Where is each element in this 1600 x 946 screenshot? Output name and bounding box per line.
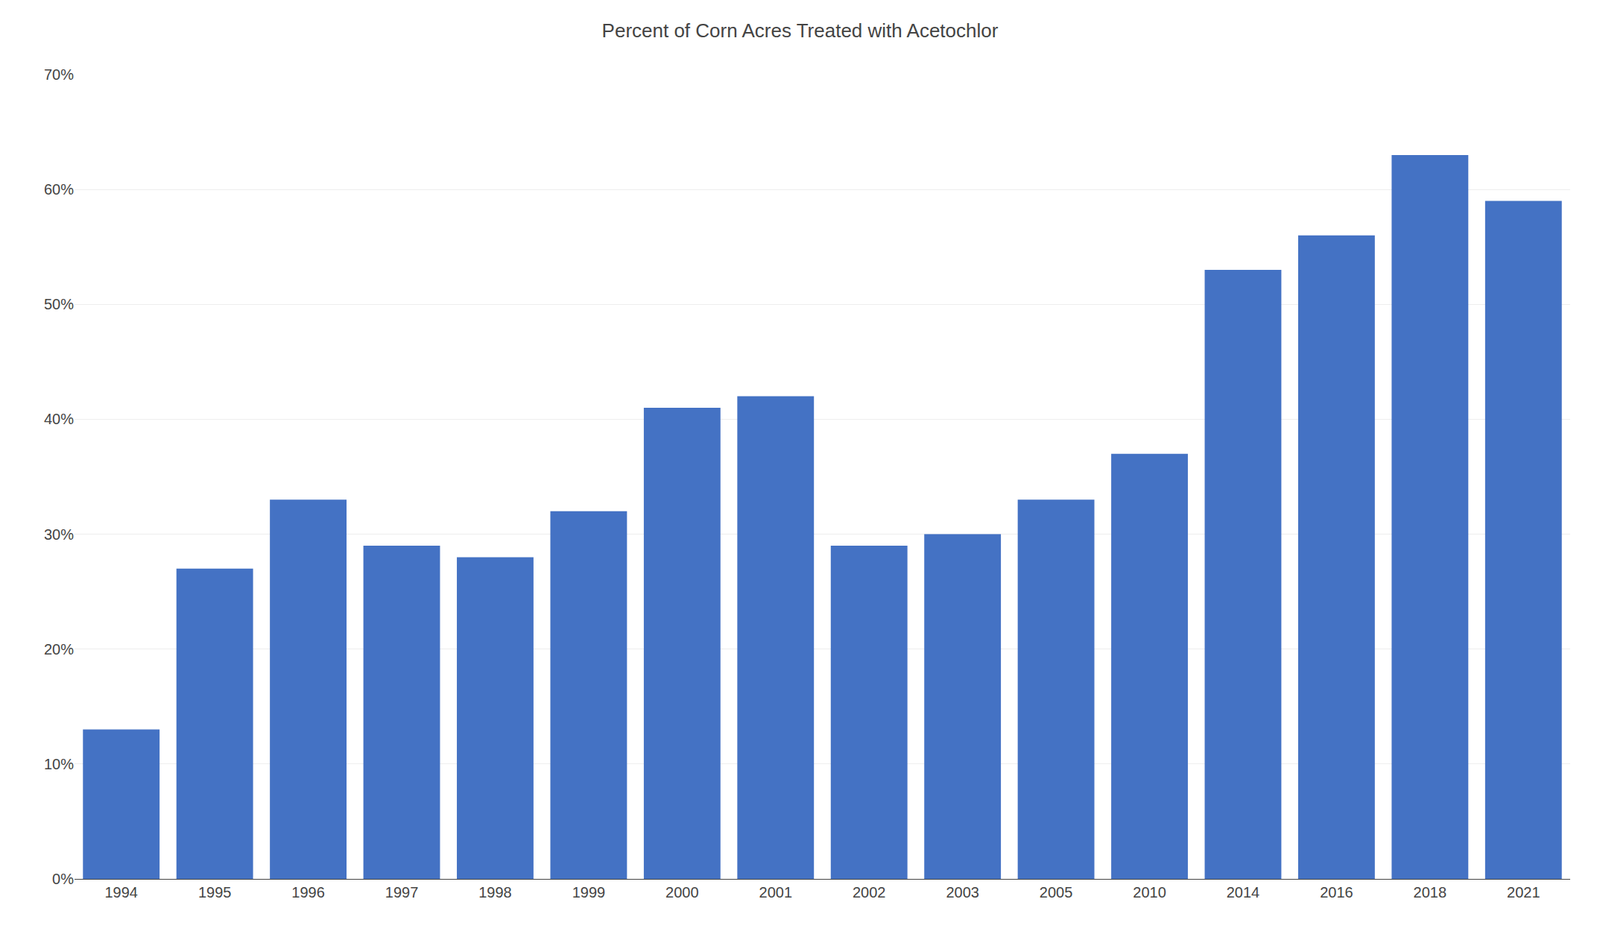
svg-text:2000: 2000 [665, 883, 700, 901]
svg-text:1998: 1998 [478, 883, 512, 901]
svg-text:2005: 2005 [1039, 883, 1074, 901]
svg-text:Percent of Corn Acres Treated: Percent of Corn Acres Treated with Aceto… [602, 19, 999, 42]
svg-text:2003: 2003 [945, 883, 980, 901]
svg-text:20%: 20% [43, 640, 74, 658]
svg-text:40%: 40% [43, 410, 74, 428]
svg-text:2002: 2002 [852, 883, 887, 901]
svg-text:50%: 50% [43, 295, 74, 313]
svg-text:10%: 10% [43, 755, 74, 773]
svg-text:2010: 2010 [1132, 883, 1167, 901]
svg-text:2018: 2018 [1413, 883, 1448, 901]
svg-text:1996: 1996 [291, 883, 325, 901]
svg-text:1994: 1994 [104, 883, 138, 901]
svg-text:30%: 30% [43, 526, 74, 543]
svg-text:1997: 1997 [385, 883, 419, 901]
svg-text:60%: 60% [43, 181, 74, 198]
svg-text:2014: 2014 [1226, 883, 1261, 901]
svg-text:1995: 1995 [198, 883, 232, 901]
svg-text:2016: 2016 [1319, 883, 1354, 901]
svg-text:2001: 2001 [759, 883, 793, 901]
svg-text:0%: 0% [52, 870, 74, 887]
svg-text:1999: 1999 [572, 883, 606, 901]
svg-text:70%: 70% [43, 66, 74, 83]
svg-text:2021: 2021 [1506, 883, 1541, 901]
